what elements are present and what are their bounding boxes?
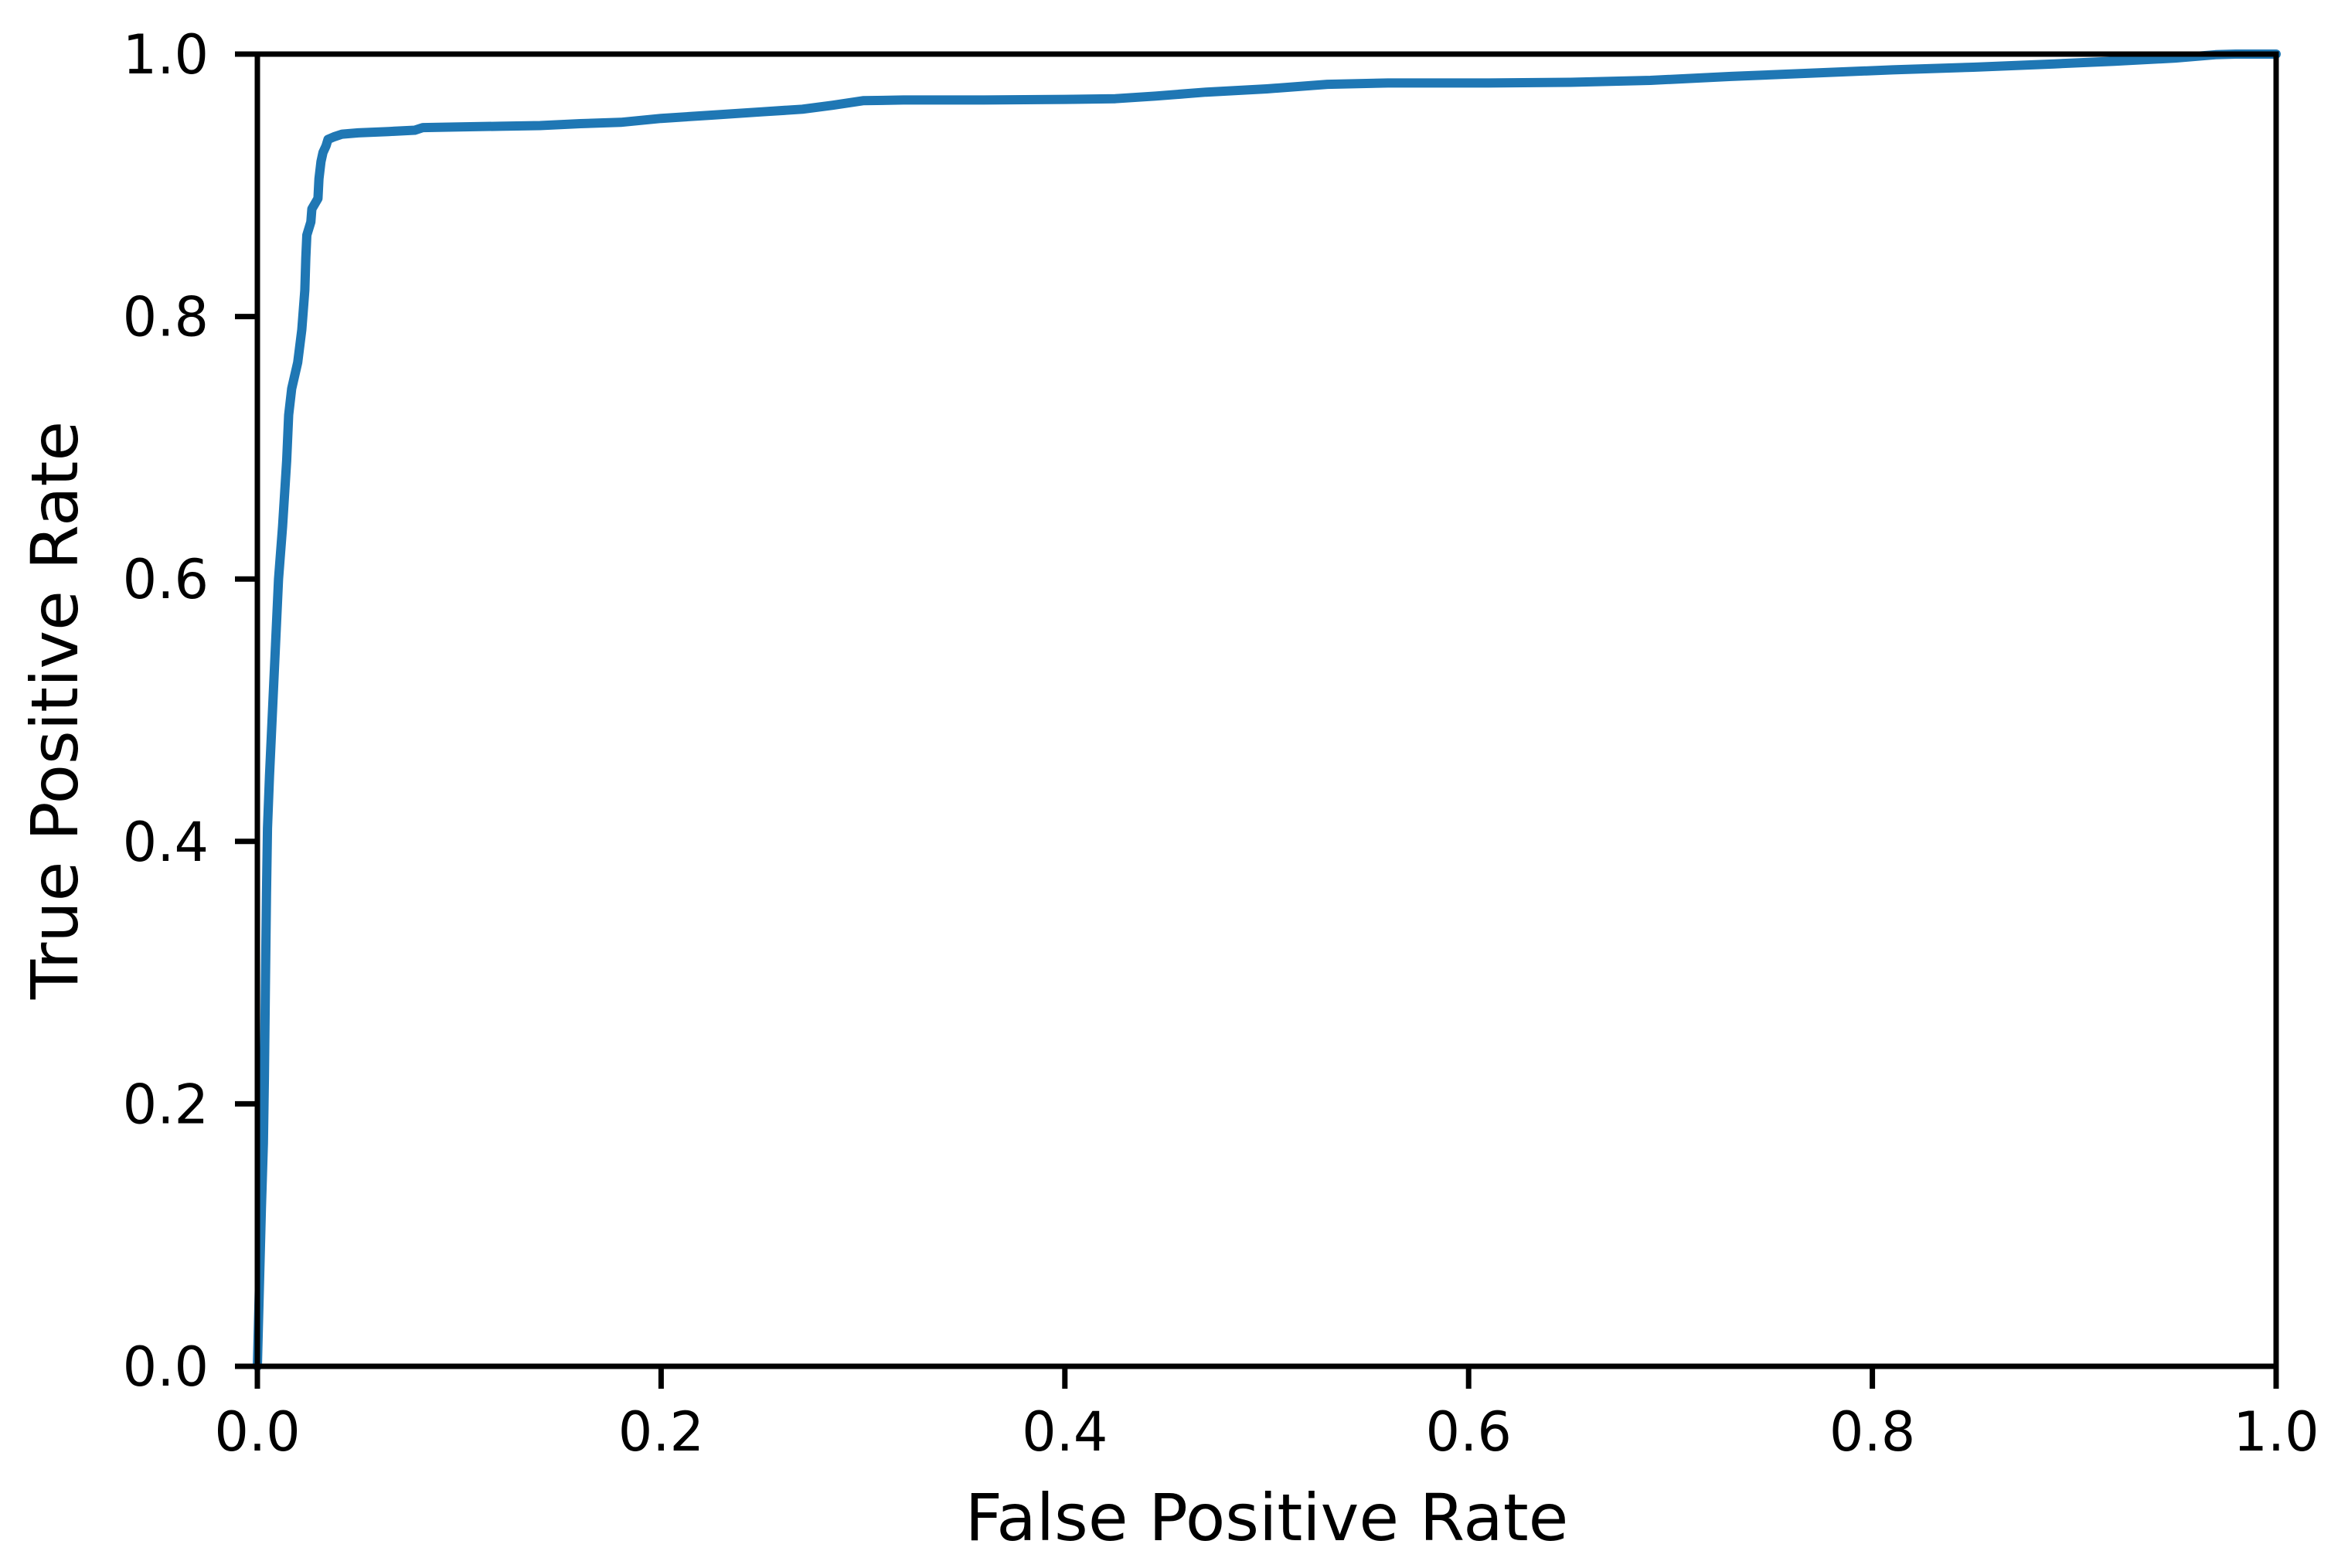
x-tick-label: 0.4: [1022, 1400, 1108, 1464]
x-axis-ticks: 0.0 0.2 0.4 0.6 0.8 1.0: [214, 1366, 2319, 1464]
x-tick-label: 0.0: [214, 1400, 300, 1464]
y-tick-label: 0.8: [123, 286, 209, 349]
x-tick-label: 0.2: [618, 1400, 704, 1464]
y-axis-ticks: 0.0 0.2 0.4 0.6 0.8 1.0: [123, 23, 257, 1399]
y-axis-label: True Positive Rate: [17, 421, 93, 1000]
y-tick-label: 0.2: [123, 1073, 209, 1136]
roc-curve-series: [253, 49, 2281, 1371]
x-tick-label: 0.6: [1426, 1400, 1512, 1464]
y-tick-label: 0.6: [123, 548, 209, 611]
y-tick-label: 1.0: [123, 23, 209, 87]
x-tick-label: 1.0: [2233, 1400, 2319, 1464]
axes-box: [254, 51, 2279, 1369]
x-axis-label: False Positive Rate: [965, 1480, 1569, 1556]
y-tick-label: 0.4: [123, 811, 209, 874]
roc-curve-line: [253, 49, 2281, 1371]
x-tick-label: 0.8: [1829, 1400, 1915, 1464]
y-tick-label: 0.0: [123, 1335, 209, 1399]
